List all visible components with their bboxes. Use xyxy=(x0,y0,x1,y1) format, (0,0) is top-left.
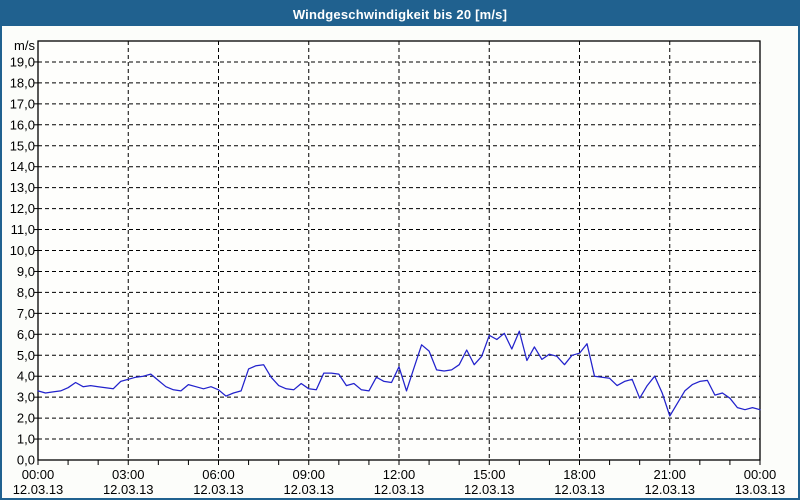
x-tick-date-label: 12.03.13 xyxy=(374,482,425,497)
x-tick-date-label: 12.03.13 xyxy=(283,482,334,497)
x-tick-date-label: 13.03.13 xyxy=(735,482,786,497)
y-tick-label: 9,0 xyxy=(17,264,35,279)
y-tick-label: 19,0 xyxy=(10,54,35,69)
y-tick-label: 16,0 xyxy=(10,117,35,132)
y-tick-label: 10,0 xyxy=(10,243,35,258)
x-tick-date-label: 12.03.13 xyxy=(464,482,515,497)
wind-speed-line xyxy=(37,330,761,417)
y-tick-label: 5,0 xyxy=(17,348,35,363)
y-tick-label: 14,0 xyxy=(10,159,35,174)
chart-area: 0,0 1,0 2,0 3,0 4,0 5,0 6,0 7,0 8,0 9,0 10,0 11,0 12… xyxy=(2,26,798,498)
y-tick-label: 15,0 xyxy=(10,138,35,153)
y-tick-label: 0,0 xyxy=(17,453,35,468)
x-axis-ticks xyxy=(37,460,761,465)
y-tick-label: 1,0 xyxy=(17,432,35,447)
y-tick-label: 13,0 xyxy=(10,180,35,195)
x-tick-time-label: 06:00 xyxy=(202,467,235,482)
wind-speed-chart-svg: 0,0 1,0 2,0 3,0 4,0 5,0 6,0 7,0 8,0 9,0 10,0 11,0 12… xyxy=(10,38,786,497)
y-tick-label: 7,0 xyxy=(17,306,35,321)
y-axis-ticks xyxy=(34,61,38,440)
y-axis-unit-label: m/s xyxy=(14,38,35,53)
y-tick-label: 11,0 xyxy=(11,222,35,237)
y-tick-label: 6,0 xyxy=(17,327,35,342)
window-title: Windgeschwindigkeit bis 20 [m/s] xyxy=(292,6,508,22)
x-tick-time-label: 00:00 xyxy=(744,467,777,482)
x-tick-time-label: 09:00 xyxy=(292,467,325,482)
horizontal-gridlines xyxy=(38,61,760,440)
y-tick-label: 12,0 xyxy=(10,201,35,216)
x-tick-time-label: 12:00 xyxy=(383,467,416,482)
y-tick-label: 2,0 xyxy=(17,411,35,426)
x-tick-time-label: 18:00 xyxy=(563,467,596,482)
x-axis-labels: 00:0012.03.1303:0012.03.1306:0012.03.130… xyxy=(13,467,786,497)
y-tick-label: 3,0 xyxy=(17,390,35,405)
x-tick-date-label: 12.03.13 xyxy=(644,482,695,497)
x-tick-time-label: 03:00 xyxy=(112,467,145,482)
y-tick-label: 18,0 xyxy=(10,75,35,90)
y-axis-labels: 0,0 1,0 2,0 3,0 4,0 5,0 6,0 7,0 8,0 9,0 10,0 11,0 12… xyxy=(10,54,35,467)
x-tick-time-label: 00:00 xyxy=(22,467,55,482)
x-tick-time-label: 21:00 xyxy=(653,467,686,482)
y-tick-label: 17,0 xyxy=(10,96,35,111)
x-tick-date-label: 12.03.13 xyxy=(103,482,154,497)
x-tick-date-label: 12.03.13 xyxy=(13,482,64,497)
y-tick-label: 4,0 xyxy=(17,369,35,384)
title-bar: Windgeschwindigkeit bis 20 [m/s] xyxy=(2,2,798,26)
y-tick-label: 8,0 xyxy=(17,285,35,300)
x-tick-date-label: 12.03.13 xyxy=(193,482,244,497)
x-tick-date-label: 12.03.13 xyxy=(554,482,605,497)
x-tick-time-label: 15:00 xyxy=(473,467,506,482)
